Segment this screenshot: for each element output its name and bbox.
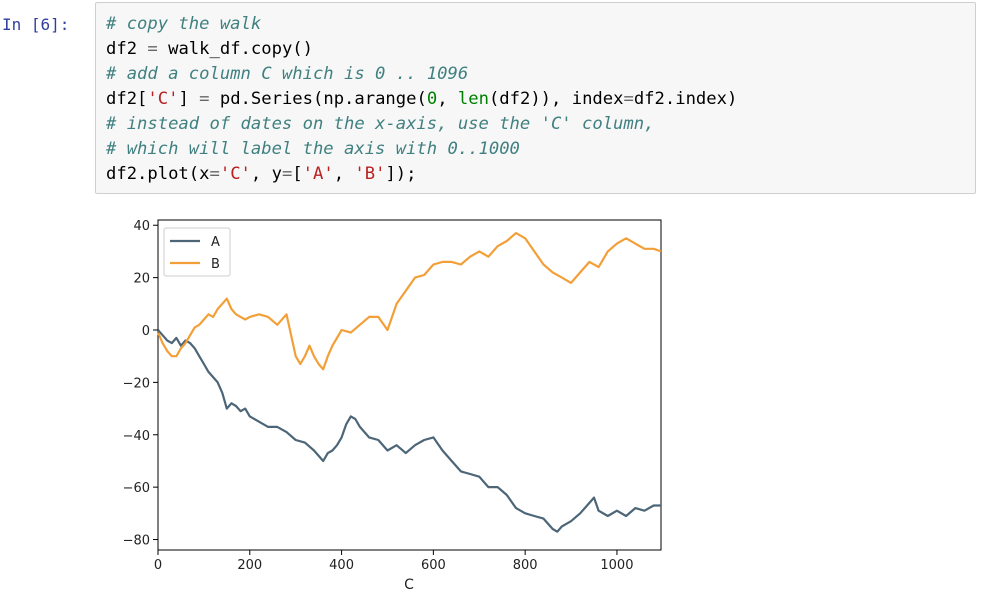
code-line: # which will label the axis with 0..1000 [106,137,737,162]
x-tick-label: 0 [154,558,162,573]
series-layer [156,232,662,533]
code-input-area[interactable]: # copy the walk df2 = walk_df.copy() # add… [95,2,976,194]
code-token: df2 [106,39,148,59]
code-token: , [333,164,355,184]
y-tick-label: 40 [133,219,150,234]
series-line-b [156,232,662,371]
plot-area [157,219,662,551]
code-token: ]); [385,164,417,184]
code-line: df2 = walk_df.copy() [106,37,737,62]
code-token: 'A' [302,164,334,184]
y-tick-label: −20 [123,376,150,391]
code-token: (df2)), index [488,89,624,109]
code-token: 'C' [147,89,179,109]
y-tick-label: −80 [123,534,150,549]
x-axis-label: C [404,577,414,593]
code-token: pd.Series(np.arange( [209,89,427,109]
code-editor[interactable]: # copy the walk df2 = walk_df.copy() # add… [106,12,737,187]
code-token: = [281,164,293,184]
code-token: # which will label the axis with 0..1000 [106,139,520,159]
series-line-a [157,329,661,533]
x-tick-label: 1000 [600,558,633,573]
code-token: = [209,164,220,184]
code-token: ] [178,89,200,109]
code-line: # copy the walk [106,12,737,37]
code-token: , [437,89,458,109]
code-line: df2.plot(x='C', y=['A', 'B']); [106,162,737,187]
input-prompt: In [6]: [2,15,70,34]
y-tick-label: 0 [142,324,150,339]
legend-label-a: A [211,235,220,250]
code-token: # copy the walk [106,14,262,34]
legend-box [163,227,231,277]
code-token: df2.index) [633,89,738,109]
y-tick-label: −40 [123,429,150,444]
legend-label-b: B [211,257,220,272]
code-token: , y [250,164,282,184]
x-tick-label: 800 [513,558,538,573]
y-tick-label: 20 [133,272,150,287]
y-tick-label: −60 [123,481,150,496]
code-token: df2[ [106,89,148,109]
code-token: # instead of dates on the x-axis, use th… [106,114,655,134]
code-token: [ [292,164,303,184]
code-token: 0 [426,89,438,109]
code-line: df2['C'] = pd.Series(np.arange(0, len(df… [106,87,737,112]
code-token: = [147,39,158,59]
code-token: = [199,89,210,109]
legend: AB [163,227,231,277]
code-token: # add a column C which is 0 .. 1096 [106,64,469,84]
x-tick-label: 600 [421,558,446,573]
x-tick-label: 200 [237,558,262,573]
code-token: len [457,89,489,109]
code-token: 'C' [219,164,251,184]
x-tick-label: 400 [329,558,354,573]
code-token: 'B' [354,164,386,184]
code-token: = [623,89,634,109]
code-line: # add a column C which is 0 .. 1096 [106,62,737,87]
code-token: walk_df.copy() [157,39,313,59]
code-line: # instead of dates on the x-axis, use th… [106,112,737,137]
code-token: df2.plot(x [106,164,210,184]
